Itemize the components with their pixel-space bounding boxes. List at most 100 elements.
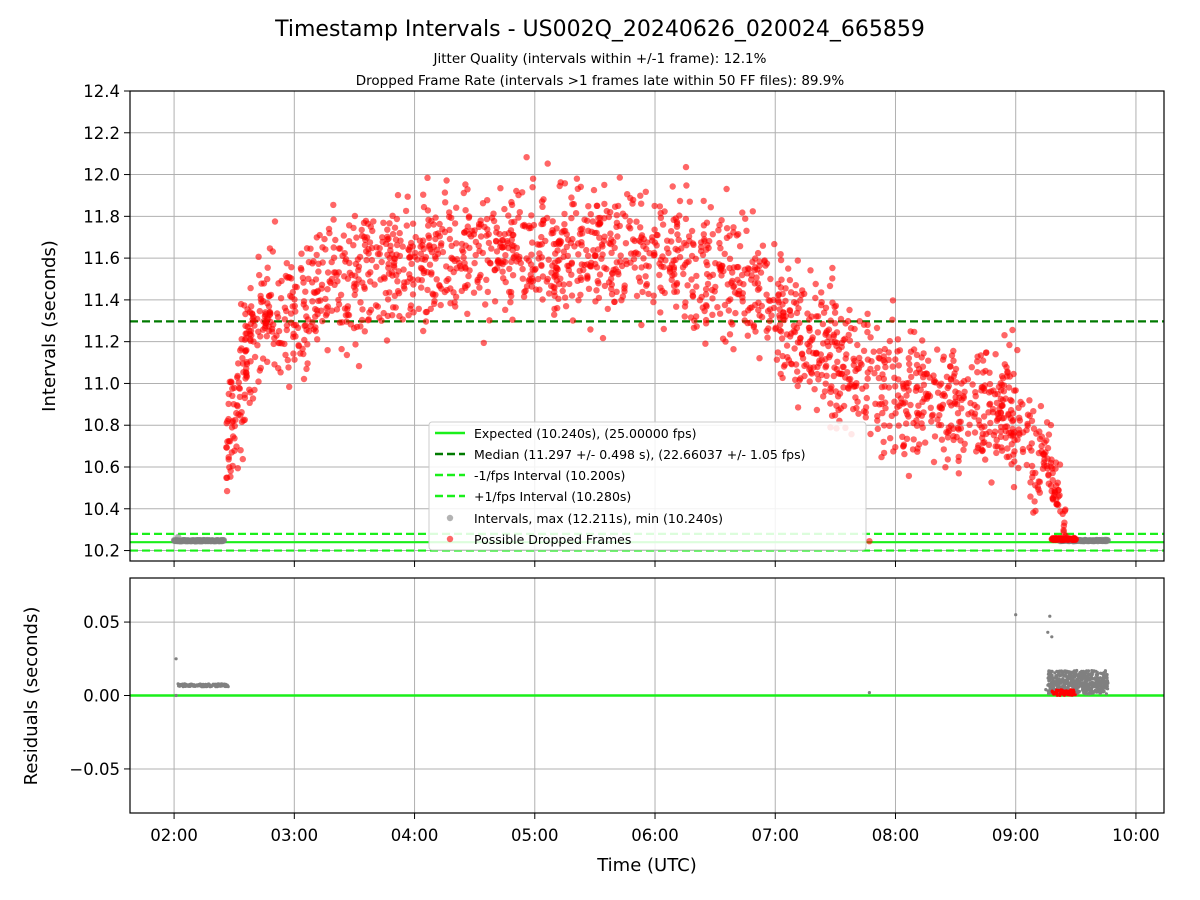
dropped-frame-point — [302, 304, 309, 311]
dropped-frame-point — [860, 408, 868, 415]
dropped-frame-point — [483, 215, 491, 223]
dropped-frame-point — [986, 428, 993, 436]
top-y-tick-label: 11.8 — [83, 207, 120, 226]
dropped-frame-point — [651, 226, 658, 233]
dropped-frame-point — [507, 227, 515, 234]
dropped-frame-point — [1023, 461, 1030, 469]
dropped-frame-point — [851, 325, 858, 333]
dropped-frame-point — [853, 382, 860, 390]
dropped-frame-point — [973, 404, 981, 411]
top-plot-frame — [129, 90, 1165, 562]
dropped-frame-point — [493, 248, 501, 255]
dropped-frame-point — [860, 347, 868, 354]
dropped-frame-point — [838, 343, 845, 351]
dropped-frame-point — [754, 286, 762, 293]
dropped-frame-point — [304, 341, 311, 348]
dropped-frame-point — [817, 351, 824, 358]
dropped-frame-point — [837, 315, 845, 323]
dropped-frame-point — [925, 357, 932, 364]
dropped-frame-point — [593, 202, 600, 209]
dropped-frame-point — [367, 269, 374, 276]
legend-intervals-label: Intervals, max (12.211s), min (10.240s) — [474, 511, 723, 526]
residual-point — [1101, 688, 1105, 692]
dropped-frame-point — [239, 455, 246, 463]
dropped-frame-point — [378, 258, 385, 266]
dropped-frame-point — [527, 271, 534, 278]
dropped-frame-point — [682, 163, 690, 171]
dropped-frame-point — [428, 269, 435, 276]
dropped-frame-point — [419, 241, 426, 249]
dropped-frame-point — [486, 317, 493, 324]
dropped-frame-point — [287, 319, 295, 326]
dropped-frame-point — [807, 364, 814, 371]
residual-point — [1068, 671, 1072, 675]
dropped-frame-point — [754, 280, 762, 287]
dropped-frame-point — [661, 208, 668, 215]
dropped-frame-point — [324, 269, 332, 276]
dropped-frame-point — [410, 281, 417, 288]
top-y-tick-label: 10.6 — [83, 458, 120, 477]
dropped-frame-point — [739, 209, 746, 216]
dropped-frame-point — [954, 410, 962, 417]
residual-point — [1066, 680, 1070, 684]
dropped-frame-point — [831, 364, 838, 371]
dropped-frame-point — [831, 303, 838, 311]
dropped-frame-point — [1027, 479, 1034, 486]
residual-point — [1099, 690, 1103, 694]
dropped-frame-point — [889, 316, 896, 323]
dropped-frame-point — [572, 210, 580, 217]
dropped-frame-point — [619, 293, 627, 300]
dropped-frame-point — [986, 369, 993, 376]
dropped-frame-point — [779, 312, 787, 320]
dropped-frame-point — [458, 287, 465, 295]
dropped-frame-point — [384, 296, 392, 303]
dropped-frame-point — [915, 366, 923, 373]
bottom-plot-ticks: 02:00 03:00 04:00 05:00 06:00 07:00 08:00 09:00… — [69, 613, 1159, 845]
dropped-frame-point — [966, 421, 973, 428]
residual-point — [1083, 686, 1087, 690]
dropped-frame-point — [866, 538, 873, 545]
residual-dropped-point — [1073, 693, 1077, 697]
residual-point — [1082, 689, 1086, 693]
dropped-frame-point — [231, 422, 238, 430]
x-tick-label: 06:00 — [631, 826, 679, 845]
dropped-frame-point — [751, 264, 759, 271]
dropped-frame-point — [801, 290, 808, 297]
dropped-frame-point — [660, 325, 667, 333]
dropped-frame-point — [424, 174, 431, 181]
dropped-frame-point — [476, 284, 483, 291]
dropped-frame-point — [1036, 478, 1044, 486]
dropped-frame-point — [754, 249, 762, 257]
dropped-frame-point — [792, 282, 799, 289]
dropped-frame-point — [555, 238, 562, 245]
dropped-frame-point — [443, 177, 450, 184]
dropped-frame-point — [395, 290, 403, 297]
dropped-frame-point — [529, 175, 537, 182]
dropped-frame-point — [1054, 479, 1062, 486]
dropped-frame-point — [417, 250, 425, 257]
dropped-frame-point — [390, 262, 398, 269]
dropped-frame-point — [484, 197, 491, 204]
dropped-frame-point — [436, 282, 443, 290]
dropped-frame-point — [601, 200, 608, 208]
residual-point — [1052, 680, 1056, 684]
dropped-frame-point — [605, 279, 613, 286]
dropped-frame-point — [424, 286, 431, 294]
dropped-frame-point — [1044, 444, 1052, 452]
dropped-frame-point — [627, 250, 635, 257]
chart-subtitle-dropped: Dropped Frame Rate (intervals >1 frames … — [356, 73, 845, 89]
dropped-frame-point — [808, 313, 815, 320]
residual-point — [1080, 678, 1084, 682]
dropped-frame-point — [937, 421, 945, 429]
dropped-frame-point — [908, 373, 915, 381]
dropped-frame-point — [716, 310, 724, 317]
dropped-frame-point — [482, 301, 489, 308]
dropped-frame-point — [437, 242, 445, 249]
dropped-frame-point — [488, 245, 495, 252]
dropped-frame-point — [271, 361, 278, 368]
dropped-frame-point — [1035, 486, 1042, 493]
dropped-frame-point — [386, 220, 393, 227]
dropped-frame-point — [317, 297, 324, 304]
dropped-frame-point — [1045, 472, 1052, 479]
dropped-frame-point — [545, 256, 552, 263]
